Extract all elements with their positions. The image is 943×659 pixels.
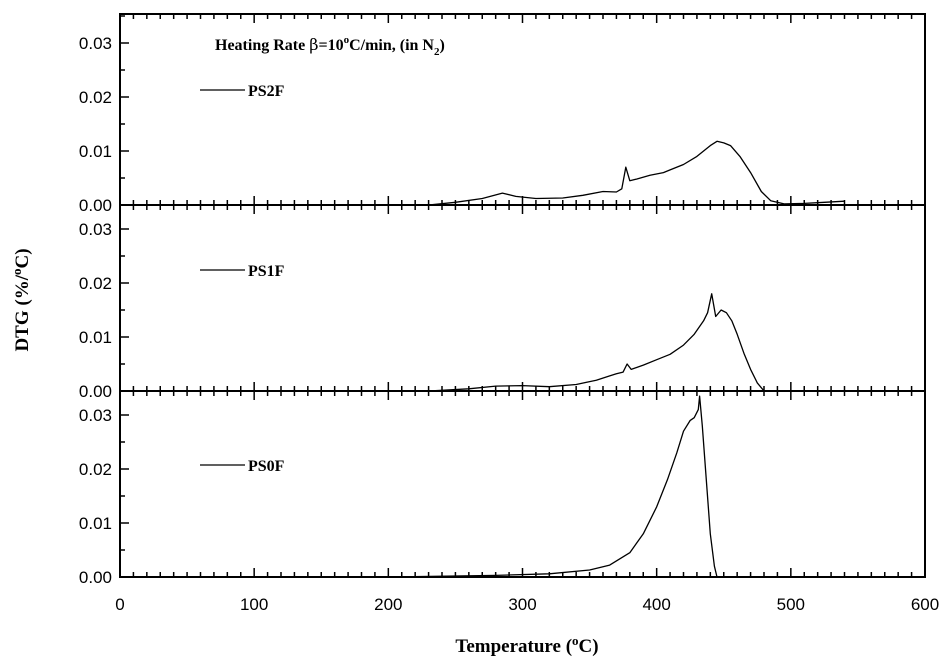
x-tick-label: 100 [240, 595, 268, 614]
y-tick-label: 0.02 [79, 274, 112, 293]
y-tick-label: 0.02 [79, 460, 112, 479]
x-tick-label: 200 [374, 595, 402, 614]
y-tick-label: 0.00 [79, 568, 112, 587]
x-tick-label: 300 [508, 595, 536, 614]
panel-frame [119, 390, 926, 578]
heating-rate-annotation: Heating Rate β=10oC/min, (in N2) [215, 34, 445, 58]
x-tick-label: 400 [642, 595, 670, 614]
x-tick-label: 0 [115, 595, 124, 614]
x-axis-title: Temperature (oC) [455, 633, 598, 657]
dtg-curves [388, 140, 845, 578]
tick-labels: 0.00 0.01 0.02 0.03 0.00 0.01 0.02 0.03 0.00 0.01… [79, 34, 939, 614]
curve-ps0f [388, 395, 718, 578]
y-tick-label: 0.03 [79, 220, 112, 239]
y-tick-label: 0.00 [79, 196, 112, 215]
panel-frames [119, 13, 926, 578]
y-tick-label: 0.00 [79, 382, 112, 401]
curve-ps1f [428, 293, 765, 392]
x-tick-label: 500 [777, 595, 805, 614]
y-tick-label: 0.01 [79, 142, 112, 161]
y-tick-label: 0.03 [79, 406, 112, 425]
y-tick-label: 0.02 [79, 88, 112, 107]
series-legends: PS2F PS1F PS0F [200, 83, 285, 475]
y-tick-label: 0.01 [79, 514, 112, 533]
y-axis-title: DTG (%/oC) [9, 248, 33, 351]
axis-ticks [119, 14, 926, 578]
y-tick-label: 0.03 [79, 34, 112, 53]
legend-label-ps1f: PS1F [248, 263, 285, 280]
x-tick-label: 600 [911, 595, 939, 614]
curve-ps2f [428, 140, 845, 206]
legend-label-ps2f: PS2F [248, 83, 285, 100]
y-tick-label: 0.01 [79, 328, 112, 347]
panel-frame [119, 204, 926, 392]
legend-label-ps0f: PS0F [248, 458, 285, 475]
